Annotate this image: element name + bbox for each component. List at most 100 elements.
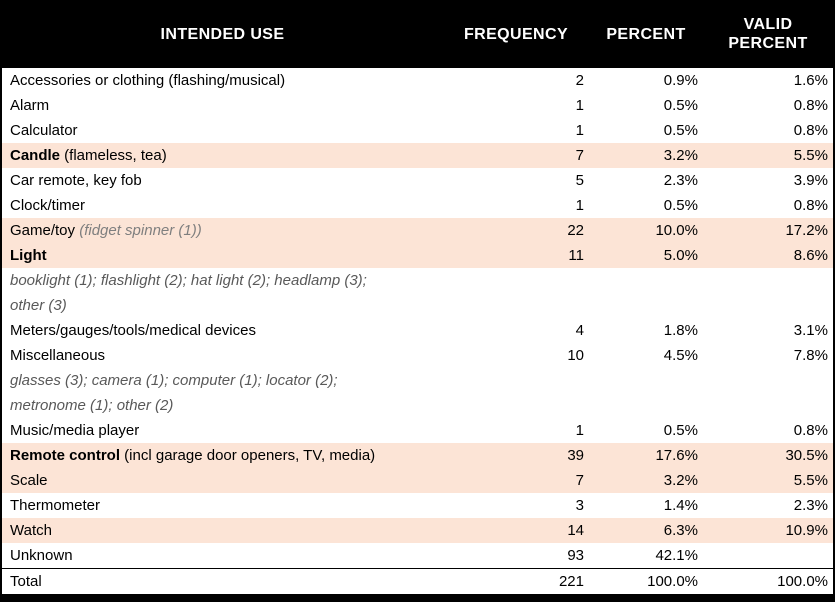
frequency-cell (443, 368, 589, 418)
frequency-cell: 93 (567, 547, 584, 564)
table-row: Scale 7 3.2% 5.5% (2, 468, 833, 493)
percent-cell: 100.0% (647, 573, 698, 590)
category-label: Total (10, 573, 42, 590)
category-label: Thermometer (10, 497, 101, 514)
percent-cell: 1.8% (663, 322, 698, 339)
category-label: Calculator (10, 122, 78, 139)
frequency-cell: 221 (558, 573, 584, 590)
table-row: Calculator 1 0.5% 0.8% (2, 118, 833, 143)
valid-percent-cell: 0.8% (793, 197, 828, 214)
valid-percent-cell: 30.5% (785, 447, 828, 464)
percent-cell: 1.4% (663, 497, 698, 514)
detail-line: glasses (3); camera (1); computer (1); l… (10, 372, 338, 389)
table-row: Watch 14 6.3% 10.9% (2, 518, 833, 543)
frequency-cell: 1 (575, 97, 584, 114)
valid-percent-cell: 8.6% (793, 247, 828, 264)
frequency-cell: 3 (575, 497, 584, 514)
table-row: Alarm 1 0.5% 0.8% (2, 93, 833, 118)
percent-cell: 10.0% (655, 222, 698, 239)
percent-cell: 2.3% (663, 172, 698, 189)
percent-cell: 17.6% (655, 447, 698, 464)
percent-cell: 0.5% (663, 422, 698, 439)
category-name: Miscellaneous (2, 343, 443, 368)
category-name: Game/toy (fidget spinner (1)) (2, 218, 443, 243)
table-row: Light 11 5.0% 8.6% (2, 243, 833, 268)
category-note: (flameless, tea) (60, 147, 167, 164)
valid-percent-cell: 3.1% (793, 322, 828, 339)
frequency-cell: 10 (567, 347, 584, 364)
col-header-intended-use: INTENDED USE (160, 25, 285, 43)
category-name: Unknown (2, 543, 443, 568)
valid-percent-cell (703, 543, 833, 568)
category-label: Miscellaneous (10, 347, 106, 364)
category-label: Music/media player (10, 422, 140, 439)
category-name: Candle (flameless, tea) (2, 143, 443, 168)
table-detail-row: glasses (3); camera (1); computer (1); l… (2, 368, 833, 418)
category-label: Game/toy (10, 222, 76, 239)
category-label: Meters/gauges/tools/medical devices (10, 322, 256, 339)
percent-cell: 0.5% (663, 197, 698, 214)
col-header-percent: PERCENT (606, 25, 686, 43)
category-label: Scale (10, 472, 48, 489)
table-row: Candle (flameless, tea) 7 3.2% 5.5% (2, 143, 833, 168)
percent-cell (589, 268, 703, 318)
category-name: Music/media player (2, 418, 443, 443)
percent-cell: 3.2% (663, 472, 698, 489)
frequency-cell: 2 (575, 72, 584, 89)
category-label: Clock/timer (10, 197, 86, 214)
table-row: Meters/gauges/tools/medical devices 4 1.8%… (2, 318, 833, 343)
category-label: Remote control (10, 447, 121, 464)
table-row: Thermometer 3 1.4% 2.3% (2, 493, 833, 518)
valid-percent-cell: 17.2% (785, 222, 828, 239)
valid-percent-cell: 0.8% (793, 422, 828, 439)
frequency-cell: 14 (567, 522, 584, 539)
category-detail: booklight (1); flashlight (2); hat light… (2, 268, 443, 318)
percent-cell: 5.0% (663, 247, 698, 264)
table-row: Unknown 93 42.1% (2, 543, 833, 568)
percent-cell: 0.5% (663, 122, 698, 139)
table-header-row: INTENDED USE FREQUENCY PERCENT VALID PER… (2, 0, 833, 68)
category-detail: glasses (3); camera (1); computer (1); l… (2, 368, 443, 418)
table-row: Game/toy (fidget spinner (1)) 22 10.0% 17.2… (2, 218, 833, 243)
frequency-cell: 39 (567, 447, 584, 464)
percent-cell: 4.5% (663, 347, 698, 364)
category-name: Total (2, 569, 443, 594)
valid-percent-cell: 7.8% (793, 347, 828, 364)
category-note: (incl garage door openers, TV, media) (120, 447, 376, 464)
percent-cell (589, 368, 703, 418)
category-name: Remote control (incl garage door openers… (2, 443, 443, 468)
percent-cell: 3.2% (663, 147, 698, 164)
frequency-cell: 11 (568, 247, 584, 264)
valid-percent-cell: 0.8% (793, 122, 828, 139)
valid-percent-cell: 10.9% (785, 522, 828, 539)
percent-cell: 6.3% (663, 522, 698, 539)
valid-percent-cell: 0.8% (793, 97, 828, 114)
category-label: Light (10, 247, 47, 264)
category-label: Watch (10, 522, 52, 539)
category-note-italic: (fidget spinner (1)) (75, 222, 202, 239)
category-label: Car remote, key fob (10, 172, 142, 189)
frequency-cell: 1 (575, 422, 584, 439)
category-name: Clock/timer (2, 193, 443, 218)
table-body: Accessories or clothing (flashing/musica… (2, 68, 833, 594)
category-label: Candle (10, 147, 61, 164)
category-name: Watch (2, 518, 443, 543)
table-row: Car remote, key fob 5 2.3% 3.9% (2, 168, 833, 193)
frequency-cell: 7 (575, 472, 584, 489)
category-name: Car remote, key fob (2, 168, 443, 193)
table-row: Accessories or clothing (flashing/musica… (2, 68, 833, 93)
col-header-frequency: FREQUENCY (463, 25, 569, 43)
category-name: Thermometer (2, 493, 443, 518)
valid-percent-cell (703, 268, 833, 318)
col-header-valid-percent: VALID PERCENT (728, 16, 808, 52)
table-row: Clock/timer 1 0.5% 0.8% (2, 193, 833, 218)
valid-percent-cell: 1.6% (793, 72, 828, 89)
table-row: Miscellaneous 10 4.5% 7.8% (2, 343, 833, 368)
valid-percent-cell: 3.9% (793, 172, 828, 189)
detail-line: other (3) (10, 297, 67, 314)
frequency-cell: 5 (575, 172, 584, 189)
detail-line: metronome (1); other (2) (10, 397, 174, 414)
valid-percent-cell: 2.3% (793, 497, 828, 514)
valid-percent-cell: 5.5% (793, 147, 828, 164)
